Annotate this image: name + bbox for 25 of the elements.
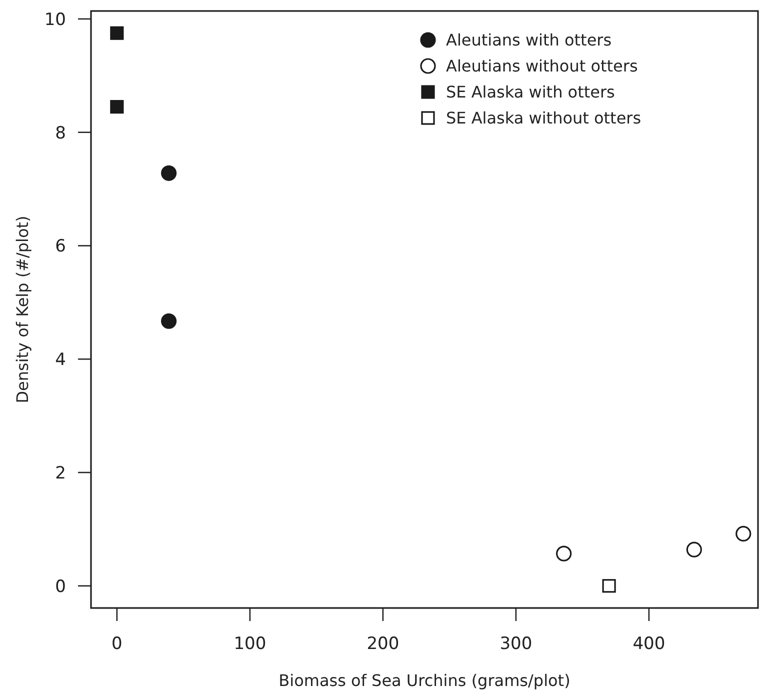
point: [556, 546, 572, 562]
point: [110, 100, 124, 114]
legend-label: SE Alaska without otters: [446, 108, 642, 128]
y-tick-label: 6: [55, 236, 66, 257]
point: [736, 526, 752, 542]
legend-label: Aleutians without otters: [446, 56, 638, 76]
point: [161, 165, 177, 181]
point: [161, 313, 177, 329]
y-tick-label: 4: [55, 350, 66, 370]
y-axis-title: Density of Kelp (#/plot): [13, 216, 32, 404]
legend-label: SE Alaska with otters: [446, 82, 615, 102]
y-tick-label: 2: [55, 463, 66, 484]
point: [110, 26, 124, 40]
x-tick-label: 300: [500, 634, 532, 654]
y-tick-label: 10: [44, 10, 66, 30]
x-tick-label: 100: [234, 634, 266, 654]
y-tick-label: 8: [55, 123, 66, 144]
y-tick-label: 0: [55, 576, 66, 597]
x-axis-title: Biomass of Sea Urchins (grams/plot): [278, 671, 570, 690]
point: [686, 542, 702, 558]
point: [602, 579, 616, 593]
x-tick-label: 200: [366, 634, 400, 654]
x-tick-label: 0: [112, 634, 122, 654]
legend-label: Aleutians with otters: [446, 30, 612, 50]
x-tick-label: 400: [632, 634, 666, 654]
